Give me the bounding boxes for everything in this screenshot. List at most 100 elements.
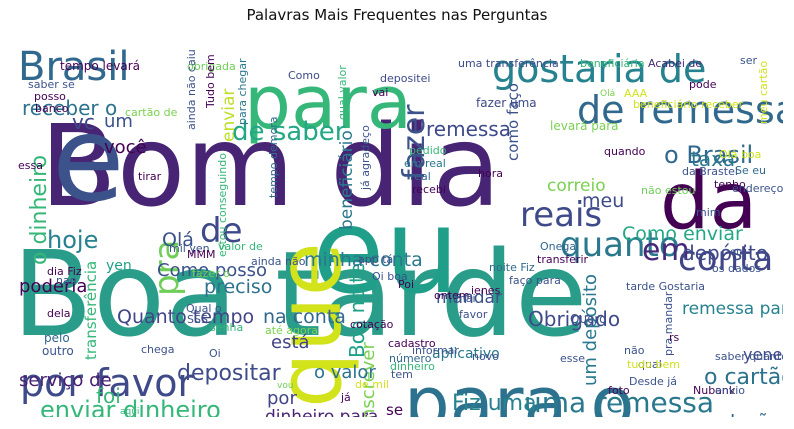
word-beneficiaria: beneficiária: [580, 57, 645, 70]
word-preciso: preciso: [204, 276, 272, 298]
word-o-valor: o valor: [314, 362, 376, 383]
word-hora: hora: [478, 167, 503, 180]
word-hoje: hoje: [47, 226, 98, 254]
word-ienes: ienes: [471, 284, 501, 297]
word-novo: novo: [472, 350, 499, 363]
word-ou: ou: [730, 247, 742, 258]
word-ja: já: [340, 391, 351, 404]
word-pedido: pedido: [409, 144, 447, 157]
word-ja-agradeco: já agradeço: [359, 125, 372, 191]
word-endereco: endereço: [732, 182, 783, 195]
word-mmm: MMM: [187, 248, 215, 261]
word-poi: Poi: [398, 278, 414, 291]
word-da: da: [660, 157, 757, 247]
word-numero: número: [389, 352, 432, 365]
word-qual: qual: [638, 358, 662, 371]
word-nubank: Nubank: [693, 384, 736, 397]
word-para-o: para o: [404, 361, 634, 417]
word-faco-para: faço para: [509, 274, 561, 287]
word-posso: posso: [34, 90, 66, 103]
chart-title: Palavras Mais Frequentes nas Perguntas: [246, 6, 548, 24]
word-nao: não: [624, 344, 645, 357]
word-senha: senha: [210, 321, 243, 334]
word-tempo-levara: tempo levará: [60, 59, 140, 73]
word-qual-o: Qual o: [186, 302, 222, 315]
word-pra: pra: [147, 240, 187, 296]
word-boa-tarde: Boa tarde: [12, 225, 587, 363]
word-depositei: depositei: [380, 72, 430, 85]
word-dela: dela: [47, 307, 71, 320]
word-meu: meu: [582, 190, 624, 212]
word-recebi: recebi: [412, 183, 446, 196]
word-por: por: [267, 388, 297, 409]
word-nao: nao: [56, 274, 77, 287]
word-beneficiario: beneficiário: [337, 130, 357, 230]
word-mai: mai: [455, 292, 476, 305]
word-saber-quanto: saber quanto: [715, 350, 783, 363]
word-dinheiro: dinheiro: [390, 360, 435, 373]
word-ola: Olá: [162, 229, 194, 251]
word-essa: essa: [18, 159, 43, 172]
word-em: em: [642, 233, 690, 268]
word-e: e: [52, 90, 125, 228]
word-cloud: Boa tarde Bom dia eu para que para o e da Brasil…: [12, 30, 783, 417]
word-inscrever: inscrever: [358, 342, 379, 417]
word-envio: envio: [715, 384, 745, 397]
word-valor-de: valor de: [218, 240, 263, 253]
word-como-enviar: Como enviar: [622, 223, 743, 245]
word-uma-remessa: uma remessa: [524, 386, 714, 417]
word-se-eu: Se eu: [735, 164, 766, 177]
word-remessa: remessa: [426, 117, 511, 141]
word-real: real: [410, 170, 431, 183]
word-tem: tem: [391, 368, 413, 381]
word-taxa: taxa: [691, 147, 735, 171]
word-remessa-para: remessa para: [682, 299, 783, 319]
word-eu: eu: [312, 182, 459, 320]
word-cartao-de: cartão de: [125, 106, 178, 119]
word-japao: Japão: [729, 411, 780, 417]
word-quero: Quero: [570, 312, 606, 326]
word-pode: pode: [689, 78, 717, 91]
word-mim: mim: [696, 206, 721, 219]
word-e: é: [362, 414, 370, 417]
word-rs: rs: [669, 331, 680, 344]
word-deposito: depósito: [682, 241, 768, 265]
word-por-favor: por favor: [20, 361, 193, 405]
word-transferir: transferir: [537, 253, 588, 266]
word-dia-fiz: dia Fiz: [47, 265, 82, 278]
word-foi: foi: [96, 384, 121, 408]
word-meu-cartao: meu cartão: [757, 61, 770, 124]
word-obrigado: Obrigado: [528, 307, 620, 331]
word-como: Como: [288, 69, 320, 82]
word-na-conta: na conta: [263, 306, 346, 328]
word-oi-boa: Oi boa: [372, 270, 408, 283]
word-quando: quando: [604, 145, 646, 158]
word-favor: favor: [459, 308, 488, 321]
word-para-chegar: para chegar: [236, 58, 249, 125]
word-noite-fiz: noite Fiz: [489, 261, 535, 274]
word-tempo-demora: tempo demora: [267, 117, 280, 198]
word-cadastro: cadastro: [388, 337, 436, 350]
word-foto: foto: [608, 384, 630, 397]
word-pelo: pelo: [44, 331, 70, 345]
word-cotacao: cotação: [350, 318, 394, 331]
word-tudo-bem: Tudo bem: [204, 54, 217, 109]
word-desde-ja: Desde já: [629, 375, 677, 388]
word-se: se: [386, 401, 403, 417]
word-enviar: enviar: [219, 89, 239, 142]
word-tenho: tenho: [714, 178, 746, 191]
word-uma-transferencia: uma transferência: [458, 57, 559, 70]
word-correio: correio: [547, 176, 606, 196]
word-onegai: Onegai: [540, 240, 579, 253]
word-ola-boa: Olá boa: [719, 148, 761, 161]
word-o-brasil: o Brasil: [664, 141, 753, 169]
word-o-cartao: o cartão: [704, 365, 783, 390]
word-mil-yen: mil yen: [169, 242, 210, 255]
word-reais: reais: [520, 195, 602, 235]
word-enviar-dinheiro: enviar dinheiro: [40, 396, 221, 417]
word-ola: Olá: [600, 89, 615, 99]
word-saber-se: saber se: [28, 78, 75, 91]
word-como-faco: como faço: [504, 83, 522, 161]
word-em-real: em real: [404, 157, 446, 170]
word-de: de: [200, 211, 243, 251]
